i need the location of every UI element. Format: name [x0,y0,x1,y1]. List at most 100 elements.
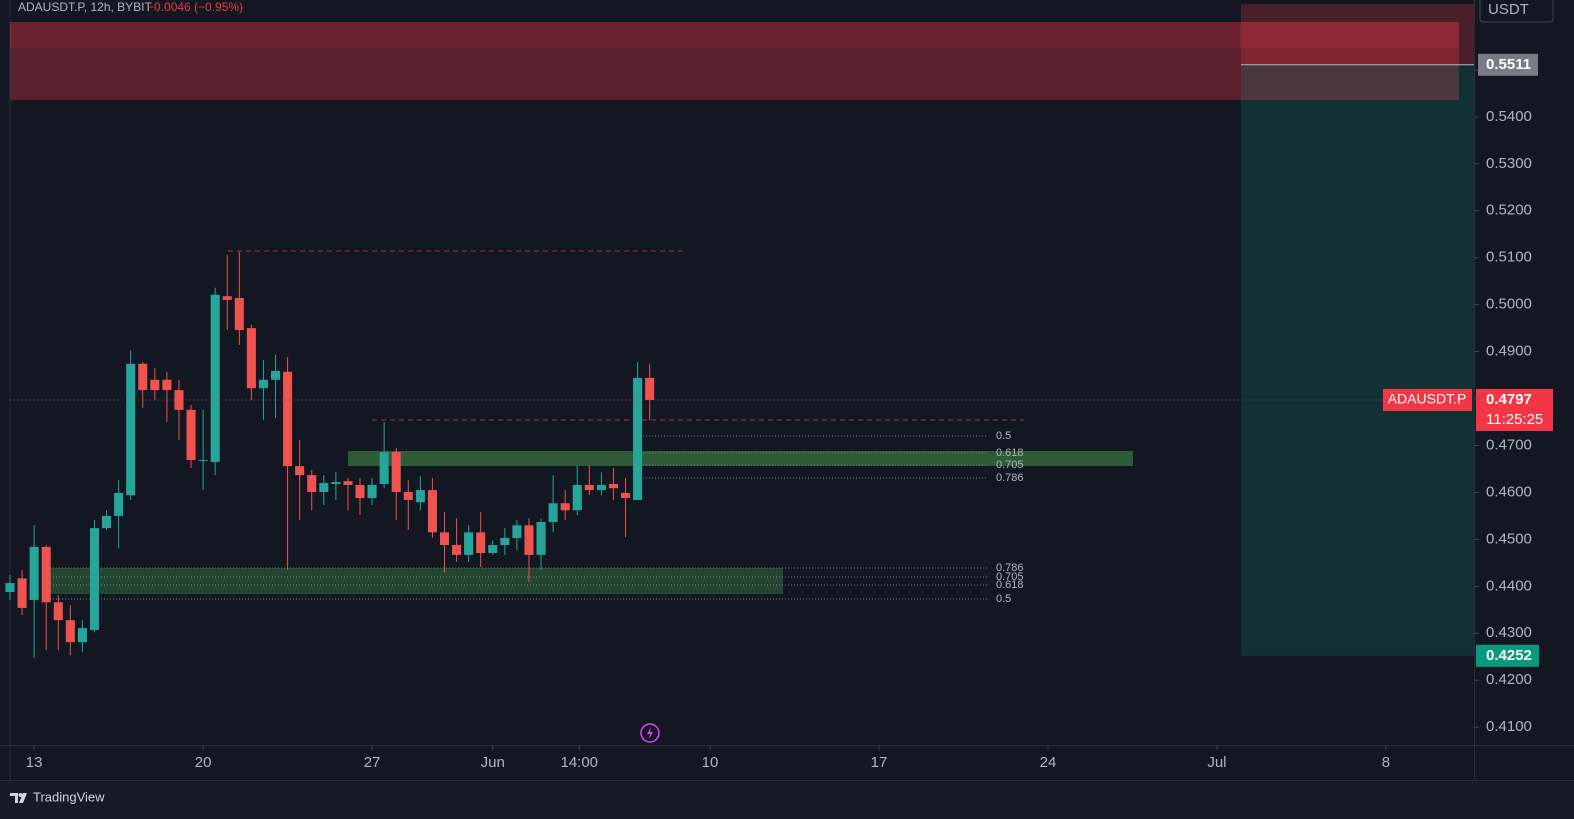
target-tag [1476,644,1539,667]
stop-zone [1241,4,1474,65]
last-price-label: 0.4797 [1486,391,1532,408]
candle-body [222,296,232,300]
x-tick-label: 14:00 [560,754,598,771]
fib-label: 0.618 [996,447,1024,459]
candle-body [452,545,462,555]
y-tick-label: 0.5400 [1486,108,1532,125]
y-tick-label: 0.4400 [1486,577,1532,594]
candle-body [548,503,558,523]
candle-body [439,532,450,546]
candle-body [584,484,594,491]
fib-label: 0.618 [996,579,1024,591]
candle-body [379,452,389,484]
x-tick-label: Jul [1207,754,1226,771]
x-tick-label: 8 [1382,754,1390,771]
y-tick-label: 0.4700 [1486,436,1532,453]
fib-label: 0.705 [996,459,1024,471]
candle-body [258,379,268,389]
candle-body [65,620,75,643]
fib-zone-upper [348,451,1133,466]
x-tick-label: 27 [364,754,381,771]
y-tick-label: 0.4500 [1486,530,1532,547]
candle-body [53,602,63,621]
candle-body [621,492,631,499]
candle-body [283,371,293,467]
candle-body [560,503,570,511]
x-tick-label: 24 [1040,754,1057,771]
x-tick-label: Jun [481,754,505,771]
candle-body [596,484,606,491]
candle-body [102,515,112,529]
candle-body [331,482,341,484]
overlays: 0.4100 0.4200 0.4300 0.4400 0.4500 0.4600 0.47… [10,53,1553,771]
entry-label: 0.5511 [1486,56,1531,73]
candle-body [536,522,546,555]
supply-zone-top [10,22,1459,48]
candle-body [512,525,522,538]
y-tick-label: 0.5200 [1486,202,1532,219]
candle-body [488,545,498,553]
supply-zone [10,22,1459,100]
candle-body [500,537,510,546]
countdown-label: 11:25:25 [1486,411,1543,428]
candle-body [633,377,643,500]
candle-body [343,481,353,485]
y-tick-label: 0.5000 [1486,296,1532,313]
candle-body [391,452,401,492]
candle-body [645,377,655,400]
candle-body [29,546,39,600]
y-tick-label: 0.4600 [1486,483,1532,500]
candle-body [234,298,244,331]
candle-body [355,484,365,499]
candle-body [415,490,425,503]
candle-body [572,484,582,511]
fib-label: 0.786 [996,562,1024,574]
candle-body [524,525,534,555]
header-symbol: ADAUSDT.P, 12h, BYBIT [18,0,153,14]
event-icon [640,723,660,743]
x-tick-label: 13 [26,754,43,771]
x-tick-label: 10 [702,754,719,771]
y-tick-label: 0.5300 [1486,155,1532,172]
fib-label: 0.786 [996,472,1024,484]
candle-body [608,483,618,489]
fib-label: 0.705 [996,571,1024,583]
brand: TradingView [33,789,105,804]
fib-label: 0.5 [996,593,1011,605]
symbol-tag [1383,388,1472,411]
x-tick-label: 17 [871,754,888,771]
y-tick-label: 0.4900 [1486,343,1532,360]
entry-tag [1478,53,1538,76]
candle-body [150,379,160,391]
candle-body [210,294,220,462]
currency: USDT [1488,1,1529,18]
footer-bar [0,780,1574,819]
candles [5,252,655,659]
candle-body [319,483,329,492]
candle-body [126,363,136,496]
last-price-tag [1476,388,1553,431]
candle-body [114,492,124,516]
header-change: −0.0046 (−0.95%) [147,0,243,14]
y-tick-label: 0.4200 [1486,671,1532,688]
candle-body [464,532,474,555]
symbol-label: ADAUSDT.P [1388,391,1467,407]
candle-body [186,409,196,461]
fib-zone-lower [50,568,783,594]
candle-body [295,466,305,476]
candle-body [17,578,27,608]
candle-body [77,628,87,643]
x-tick-label: 20 [195,754,212,771]
target-zone [1241,64,1474,656]
candle-body [476,532,486,553]
target-label: 0.4252 [1486,647,1532,664]
candle-body [307,475,317,492]
currency-box[interactable] [1479,0,1554,23]
candle-body [89,528,100,630]
candle-body [138,363,148,391]
candle-body [41,546,51,603]
